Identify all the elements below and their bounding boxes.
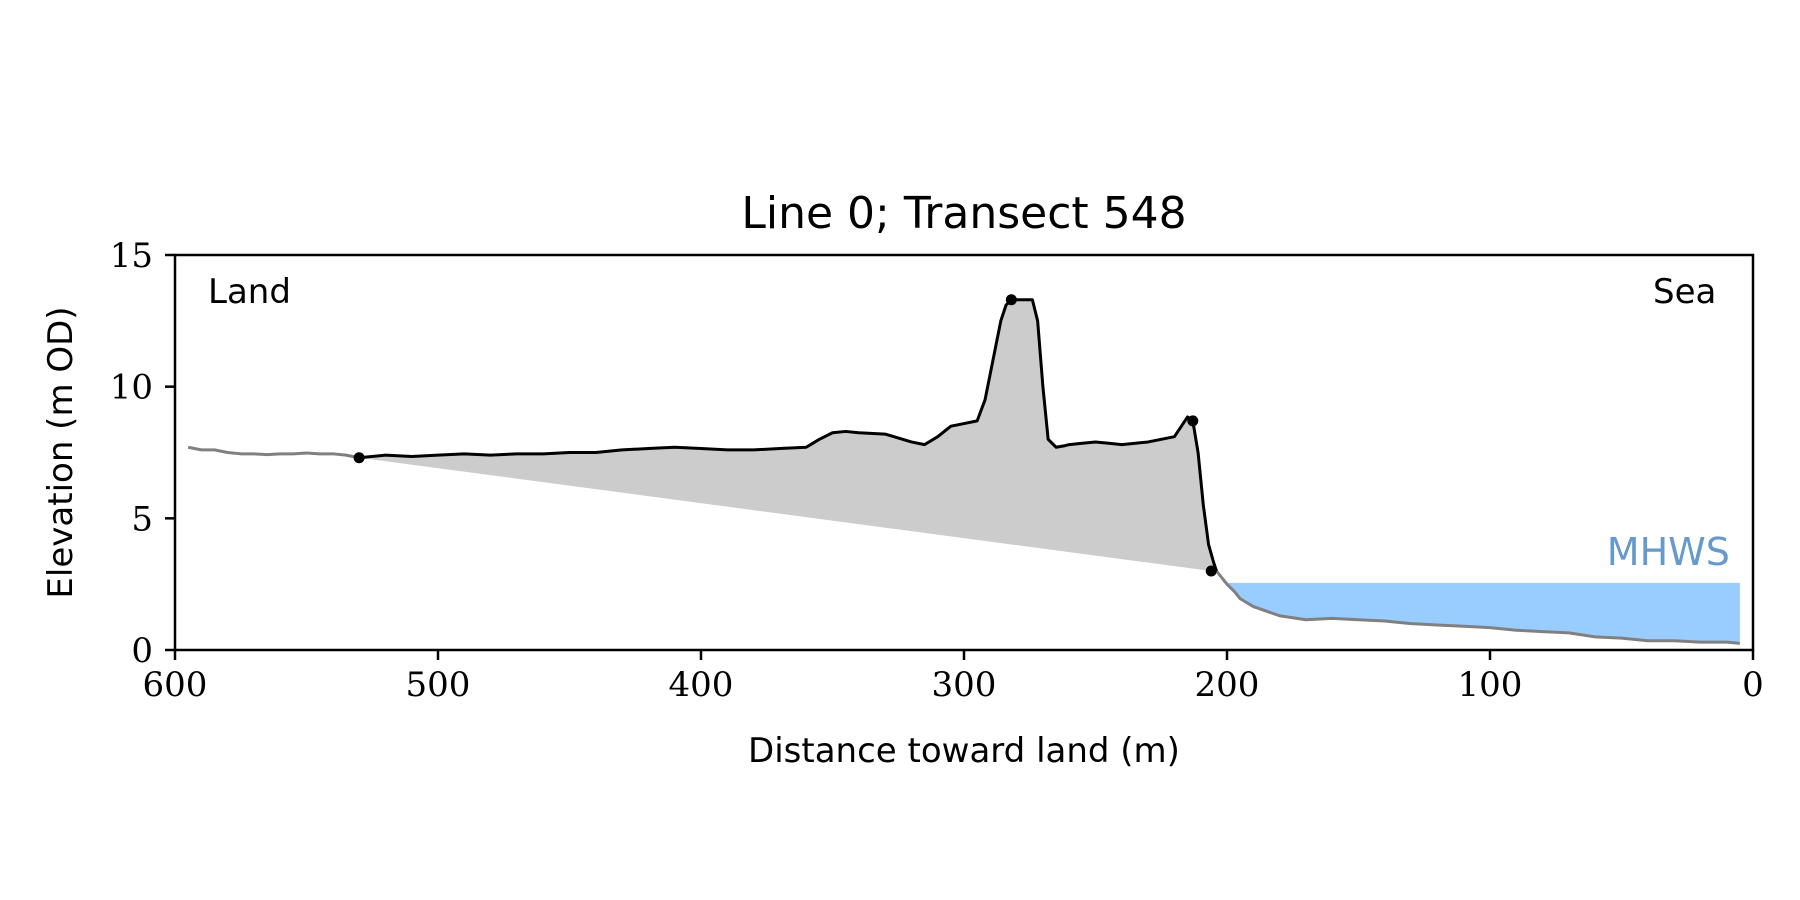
x-tick-label: 300 xyxy=(932,665,997,705)
profile-marker-1 xyxy=(1005,294,1017,306)
profile-marker-2 xyxy=(1187,415,1199,427)
sea-annotation: Sea xyxy=(1653,272,1716,312)
x-tick-label: 600 xyxy=(143,665,208,705)
x-tick-label: 200 xyxy=(1195,665,1260,705)
profile-line-land xyxy=(187,445,360,460)
y-tick-label: 10 xyxy=(110,368,153,408)
profile-line-sea xyxy=(1215,570,1740,645)
x-axis-ticks: 600 500 400 300 200 100 0 xyxy=(143,650,1764,705)
x-axis-label: Distance toward land (m) xyxy=(748,731,1180,771)
chart-title: Line 0; Transect 548 xyxy=(741,188,1186,239)
profile-marker-0 xyxy=(353,452,365,464)
plot-fill-layer xyxy=(359,299,1740,644)
y-tick-label: 0 xyxy=(131,631,153,671)
profile-marker-3 xyxy=(1205,565,1217,577)
plot-line-layer xyxy=(187,298,1740,645)
x-tick-label: 0 xyxy=(1742,665,1764,705)
land-annotation: Land xyxy=(208,272,291,312)
mhws-annotation: MHWS xyxy=(1607,530,1730,574)
y-tick-label: 5 xyxy=(131,499,153,539)
y-axis-ticks: 0 5 10 15 xyxy=(110,236,175,671)
profile-line-dune xyxy=(358,298,1218,572)
y-tick-label: 15 xyxy=(110,236,153,276)
y-axis-label: Elevation (m OD) xyxy=(41,306,81,598)
dune-volume-area xyxy=(359,299,1217,571)
x-tick-label: 100 xyxy=(1458,665,1523,705)
plot-marker-layer xyxy=(353,294,1217,577)
x-tick-label: 400 xyxy=(669,665,734,705)
x-tick-label: 500 xyxy=(406,665,471,705)
mhws-water-area xyxy=(1227,582,1740,644)
